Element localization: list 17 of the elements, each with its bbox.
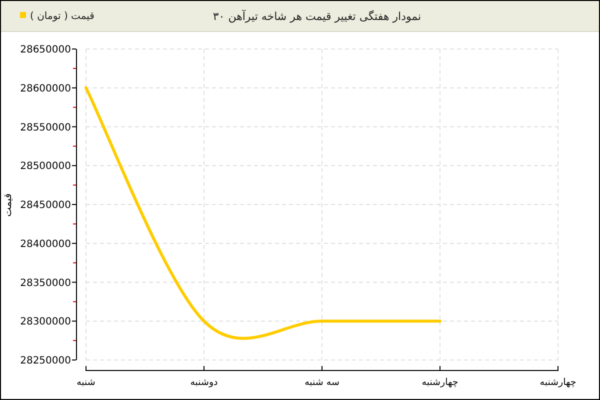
- x-tick-label: دوشنبه: [190, 377, 218, 388]
- y-tick-label: 28400000: [20, 238, 71, 250]
- x-tick-label: شنبه: [76, 377, 96, 388]
- x-tick-label: سه شنبه: [304, 377, 340, 388]
- y-tick-label: 28600000: [20, 83, 71, 94]
- x-tick-label: چهارشنبه: [540, 377, 576, 388]
- y-tick-label: 28250000: [20, 356, 71, 366]
- y-tick-label: 28300000: [20, 316, 71, 328]
- y-tick-label: 28350000: [20, 278, 71, 289]
- legend-label: قیمت ( تومان ): [30, 11, 95, 22]
- y-tick-label: 28450000: [20, 200, 71, 211]
- y-tick-label: 28650000: [20, 44, 71, 56]
- y-tick-label: 28550000: [20, 122, 71, 134]
- x-tick-label: چهارشنبه: [422, 377, 458, 388]
- chart-title: نمودار هفتگی تغییر قیمت هر شاخه تیرآهن ۳۰: [212, 9, 422, 23]
- y-axis-title: قیمت: [3, 193, 14, 217]
- y-tick-label: 28500000: [20, 161, 71, 172]
